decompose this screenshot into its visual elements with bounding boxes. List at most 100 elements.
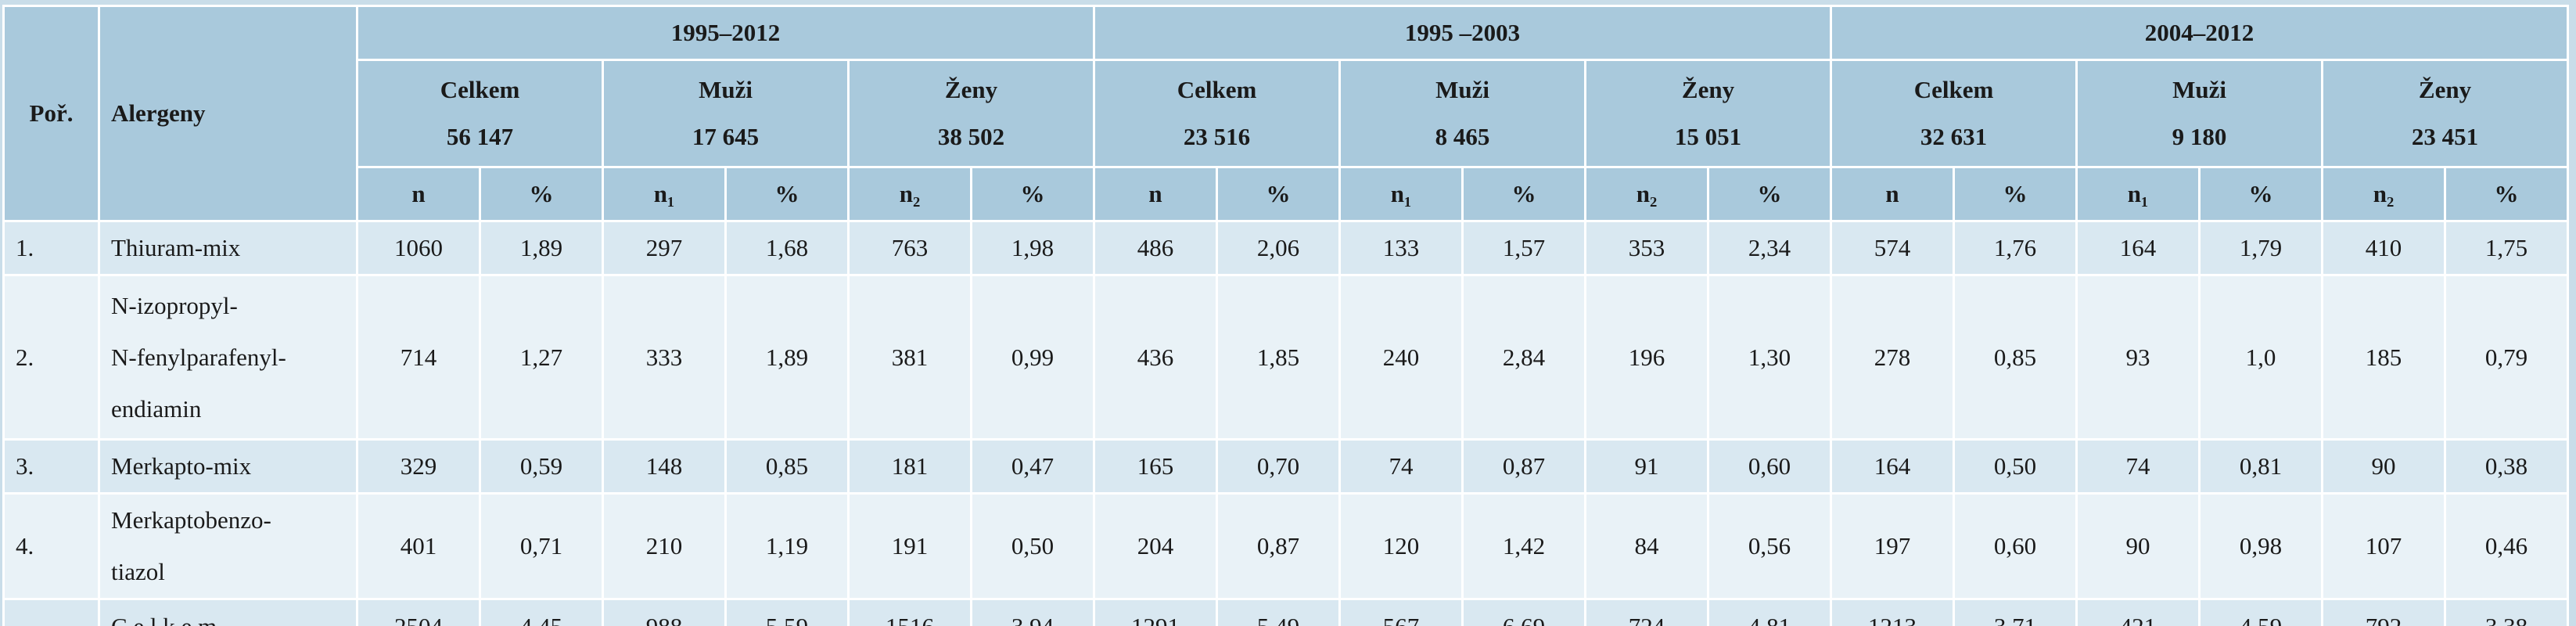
value-cell: 164 <box>1830 438 1955 495</box>
text: Ženy <box>2418 76 2472 103</box>
value-cell: 204 <box>1093 492 1218 600</box>
value-cell: 0,50 <box>970 492 1095 600</box>
text: 1,0 <box>2245 343 2276 371</box>
text: 107 <box>2365 532 2402 559</box>
value-cell: 329 <box>356 438 481 495</box>
allergen-cell: Merkapto-mix <box>98 438 358 495</box>
allergen-cell: Merkaptobenzo-tiazol <box>98 492 358 600</box>
value-cell: 2,84 <box>1461 274 1586 441</box>
text: n₂ <box>1636 180 1658 207</box>
text: % <box>2003 180 2028 207</box>
index-cell <box>2 598 100 626</box>
text: 210 <box>645 532 683 559</box>
value-cell: 90 <box>2321 438 2446 495</box>
text: % <box>1757 180 1782 207</box>
text: 8 465 <box>1435 123 1490 150</box>
text: Muži <box>1435 76 1489 103</box>
text: 3,94 <box>1011 613 1054 626</box>
text: 0,60 <box>1748 452 1791 480</box>
allergen-cell: N-izopropyl- N-fenylparafenyl-endiamin <box>98 274 358 441</box>
value-cell: 93 <box>2075 274 2201 441</box>
text: 74 <box>1389 452 1414 480</box>
text: 191 <box>891 532 929 559</box>
value-cell: 0,50 <box>1953 438 2078 495</box>
value-cell: 148 <box>602 438 727 495</box>
text: 0,59 <box>519 452 563 480</box>
text: 196 <box>1628 343 1665 371</box>
group-header: Celkem 56 147 <box>356 59 604 168</box>
text: n <box>1885 180 1899 207</box>
value-cell: 421 <box>2075 598 2201 626</box>
group-header: Ženy 38 502 <box>847 59 1095 168</box>
value-cell: 3,94 <box>970 598 1095 626</box>
text: 1291 <box>1131 613 1180 626</box>
column-header: n <box>356 166 481 222</box>
text: 0,87 <box>1256 532 1300 559</box>
value-cell: 74 <box>2075 438 2201 495</box>
table-row: 1. Thiuram-mix 1060 1,89 297 1,68 763 1,98 486 2,… <box>2 220 2569 276</box>
text: 0,85 <box>765 452 809 480</box>
text: Muži <box>699 76 753 103</box>
value-cell: 792 <box>2321 598 2446 626</box>
text: n <box>411 180 426 207</box>
value-cell: 486 <box>1093 220 1218 276</box>
value-cell: 0,60 <box>1707 438 1832 495</box>
value-cell: 2,06 <box>1216 220 1341 276</box>
column-header: % <box>2444 166 2569 222</box>
text: 4,81 <box>1748 613 1791 626</box>
index-cell: 2. <box>2 274 100 441</box>
value-cell: 763 <box>847 220 972 276</box>
text: 185 <box>2365 343 2402 371</box>
text: 0,47 <box>1011 452 1054 480</box>
text: 0,87 <box>1502 452 1546 480</box>
text: 0,98 <box>2239 532 2283 559</box>
value-cell: 1,89 <box>724 274 850 441</box>
text: 1,19 <box>765 532 809 559</box>
value-cell: 5,49 <box>1216 598 1341 626</box>
text: 381 <box>891 343 929 371</box>
text: Alergeny <box>111 99 206 127</box>
value-cell: 191 <box>847 492 972 600</box>
value-cell: 1,89 <box>479 220 604 276</box>
table-row: 2. N-izopropyl- N-fenylparafenyl-endiamin 7… <box>2 274 2569 441</box>
column-header: % <box>724 166 850 222</box>
value-cell: 1213 <box>1830 598 1955 626</box>
group-header: Muži 8 465 <box>1338 59 1586 168</box>
text: 5,59 <box>766 613 808 626</box>
allergen-cell: Thiuram-mix <box>98 220 358 276</box>
value-cell: 6,69 <box>1461 598 1586 626</box>
text: 436 <box>1137 343 1174 371</box>
text: 165 <box>1137 452 1174 480</box>
table-row: 3. Merkapto-mix 329 0,59 148 0,85 181 0,47 165 0,… <box>2 438 2569 495</box>
index-cell: 1. <box>2 220 100 276</box>
text: 1,57 <box>1502 234 1546 261</box>
value-cell: 164 <box>2075 220 2201 276</box>
column-header: n₁ <box>602 166 727 222</box>
value-cell: 4,81 <box>1707 598 1832 626</box>
value-cell: 0,59 <box>479 438 604 495</box>
text: n₂ <box>899 180 921 207</box>
value-cell: 0,79 <box>2444 274 2569 441</box>
text: 1995–2012 <box>670 19 781 46</box>
text: % <box>1020 180 1045 207</box>
text: 1,85 <box>1256 343 1300 371</box>
text: 0,85 <box>1993 343 2037 371</box>
value-cell: 0,87 <box>1216 492 1341 600</box>
text: 120 <box>1382 532 1420 559</box>
header-row: Celkem 56 147 Muži 17 645 Ženy 38 502 Celkem 23… <box>4 59 2569 168</box>
value-cell: 1,27 <box>479 274 604 441</box>
data-table: Poř. Alergeny 1995–2012 1995 –2003 2004–2012… <box>2 5 2569 626</box>
value-cell: 353 <box>1584 220 1709 276</box>
column-header: n <box>1093 166 1218 222</box>
value-cell: 724 <box>1584 598 1709 626</box>
text: 91 <box>1634 452 1659 480</box>
text: 714 <box>400 343 437 371</box>
text: 2,34 <box>1748 234 1791 261</box>
text: 401 <box>400 532 437 559</box>
text: Celkem <box>1913 76 1994 103</box>
text: 763 <box>891 234 929 261</box>
text: 297 <box>645 234 683 261</box>
column-header: n₁ <box>2075 166 2201 222</box>
text: 0,38 <box>2484 452 2528 480</box>
text: 410 <box>2365 234 2402 261</box>
